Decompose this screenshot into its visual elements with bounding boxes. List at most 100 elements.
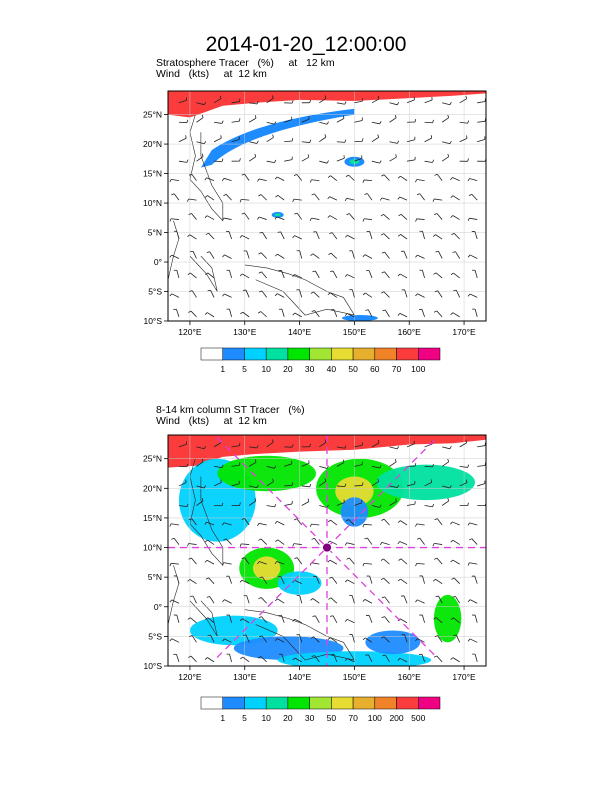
wind-barb — [314, 193, 320, 201]
wind-barb-flag — [223, 193, 227, 197]
wind-barb — [189, 579, 197, 585]
wind-barb — [453, 617, 460, 624]
wind-barb — [332, 270, 338, 279]
wind-barb-flag — [432, 503, 435, 507]
wind-barb-flag — [345, 234, 348, 238]
wind-barb — [207, 272, 215, 279]
wind-barb — [336, 141, 345, 143]
wind-barb — [231, 101, 240, 104]
wind-barb-flag — [221, 464, 224, 468]
wind-barb-flag — [207, 634, 211, 637]
wind-barb-flag — [432, 234, 436, 237]
wind-barb — [299, 595, 303, 604]
wind-barb — [434, 543, 443, 545]
wind-barb — [441, 117, 449, 123]
wind-barb-flag — [382, 309, 386, 312]
wind-barb-flag — [467, 562, 470, 566]
wind-barb-flag — [220, 135, 222, 139]
wind-barb-flag — [221, 120, 224, 124]
lon-tick-label: 120°E — [178, 327, 202, 337]
wind-barb — [229, 614, 232, 623]
wind-barb-flag — [396, 484, 400, 488]
wind-barb-flag — [396, 102, 400, 106]
wind-barb — [319, 97, 327, 104]
wind-barb — [383, 291, 390, 298]
wind-barb — [231, 464, 240, 467]
wind-barb-flag — [381, 616, 385, 619]
wind-barb-flag — [330, 270, 334, 273]
lat-tick-label: 10°N — [143, 198, 162, 208]
colorbar-box — [244, 347, 267, 361]
wind-barb-flag — [204, 521, 207, 525]
wind-barb-flag — [381, 174, 385, 177]
wind-barb-flag — [204, 312, 208, 315]
wind-barb — [438, 251, 443, 259]
wind-barb — [477, 101, 486, 104]
wind-barb — [453, 577, 460, 584]
wind-barb — [242, 273, 250, 279]
wind-barb-flag — [450, 617, 454, 620]
wind-barb — [400, 558, 408, 565]
wind-barb-flag — [274, 638, 278, 641]
wind-barb — [213, 137, 222, 143]
wind-barb — [330, 519, 338, 526]
wind-barb — [319, 121, 328, 125]
wind-barb — [348, 213, 355, 220]
wind-barb — [277, 598, 285, 604]
wind-barb — [228, 575, 232, 584]
wind-barb — [406, 139, 415, 143]
map-frame — [167, 90, 487, 322]
wind-barb — [260, 538, 267, 545]
wind-barb — [241, 579, 250, 585]
wind-barb — [364, 254, 373, 259]
wind-barb — [348, 557, 355, 565]
wind-barb — [210, 290, 215, 298]
wind-barb — [176, 231, 180, 240]
lat-tick-label: 15°N — [143, 513, 162, 523]
wind-barb — [459, 482, 468, 487]
wind-barb — [329, 215, 338, 220]
wind-barb — [260, 194, 267, 201]
wind-barb-flag — [467, 158, 469, 162]
wind-barb — [206, 559, 215, 565]
wind-barb-flag — [451, 577, 455, 580]
wind-barb — [330, 252, 338, 259]
wind-barb-flag — [311, 655, 315, 657]
wind-barb — [424, 481, 432, 487]
wind-barb — [277, 194, 285, 201]
wind-barb — [248, 156, 256, 162]
wind-barb — [171, 638, 180, 643]
wind-barb-flag — [221, 502, 224, 506]
colorbar-label: 200 — [389, 713, 403, 723]
wind-barb — [403, 595, 408, 604]
wind-barb — [389, 156, 397, 162]
wind-barb — [459, 121, 468, 124]
wind-barb — [400, 578, 408, 584]
wind-barb — [281, 654, 285, 662]
wind-barb — [248, 117, 257, 123]
wind-barb-flag — [380, 558, 384, 561]
wind-barb — [261, 616, 267, 624]
wind-barb — [319, 442, 327, 448]
colorbar-label: 5 — [242, 364, 247, 374]
wind-barb-flag — [203, 101, 207, 105]
wind-barb-flag — [362, 138, 364, 142]
wind-barb-flag — [258, 194, 262, 197]
wind-barb-flag — [185, 479, 187, 483]
wind-barb — [242, 618, 250, 624]
wind-barb-flag — [435, 595, 439, 598]
map-content — [168, 91, 486, 321]
wind-barb-flag — [377, 478, 380, 482]
wind-barb-flag — [189, 635, 193, 637]
wind-barb-flag — [434, 213, 438, 216]
wind-barb-flag — [451, 232, 455, 236]
wind-barb-flag — [326, 465, 329, 469]
wind-barb — [311, 562, 320, 565]
wind-barb — [369, 575, 373, 584]
wind-barb-flag — [327, 292, 331, 295]
lat-tick-label: 10°N — [143, 543, 162, 553]
wind-barb — [406, 99, 415, 104]
wind-barb — [389, 501, 397, 506]
wind-barb — [354, 502, 363, 506]
